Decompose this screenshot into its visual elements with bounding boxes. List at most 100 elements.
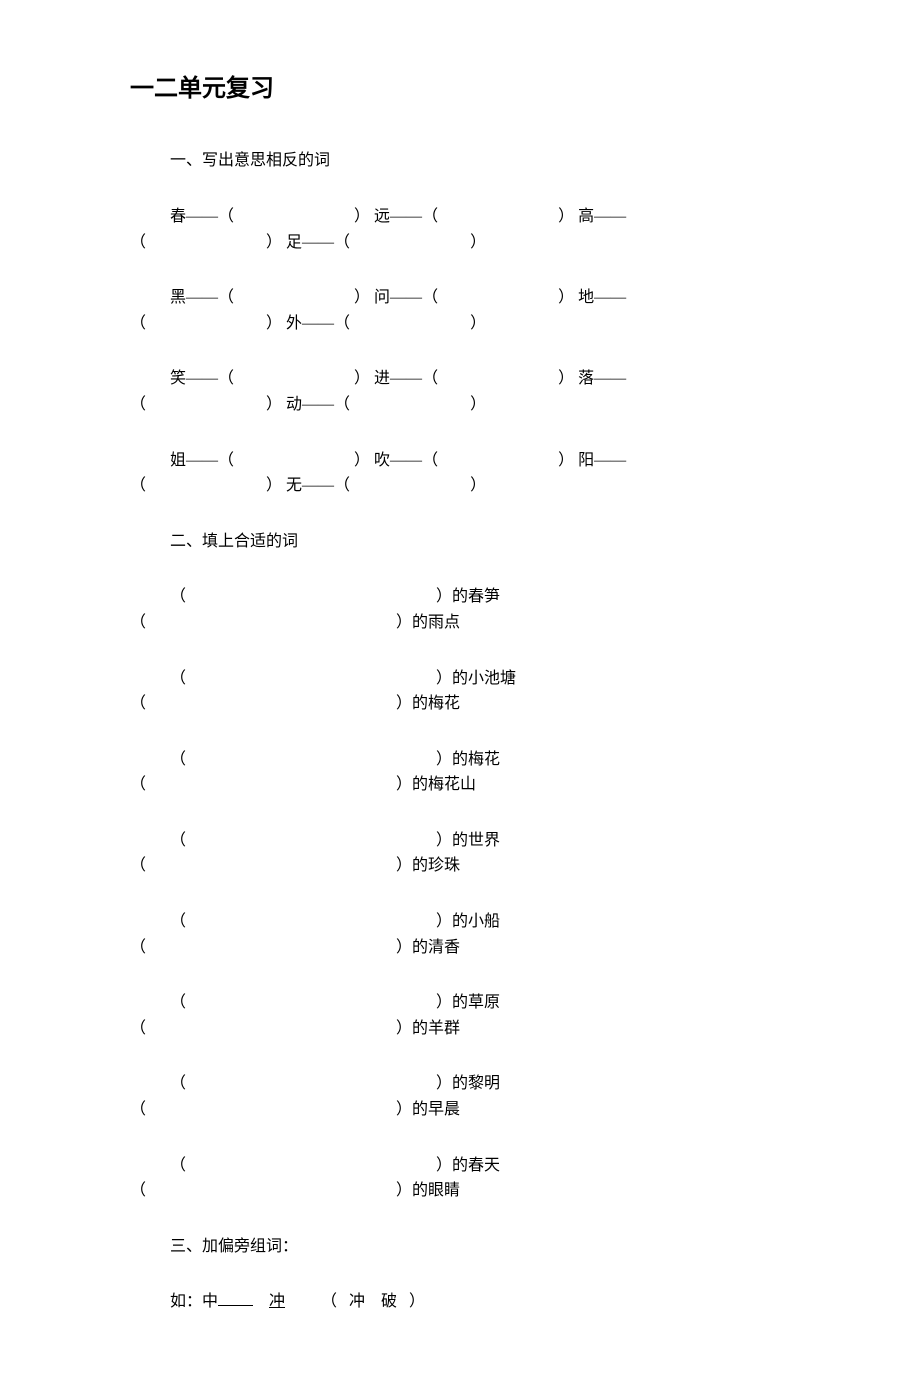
antonym-3d: 动——	[286, 396, 334, 413]
paren-close: ）	[436, 588, 452, 605]
paren-close: ）	[396, 939, 412, 956]
fill-pairs-container: （）的春笋（）的雨点（）的小池塘（）的梅花（）的梅花（）的梅花山（）的世界（）的…	[130, 584, 790, 1204]
antonym-row-4: 姐——（） 吹——（） 阳—— （） 无——（）	[170, 448, 790, 499]
fill-word-8b: 的眼睛	[412, 1182, 460, 1199]
paren-close: ）	[558, 208, 574, 225]
fill-word-6a: 的草原	[452, 994, 500, 1011]
example-answer: 冲	[257, 1289, 297, 1315]
fill-pair-6: （）的草原（）的羊群	[130, 990, 790, 1041]
antonym-1b: 远——	[374, 208, 422, 225]
paren-open: （	[130, 695, 146, 712]
section3-heading: 三、加偏旁组词：	[170, 1234, 790, 1260]
fill-word-4b: 的珍珠	[412, 857, 460, 874]
paren-close: ）	[266, 396, 282, 413]
fill-word-7a: 的黎明	[452, 1075, 500, 1092]
paren-open: （	[170, 1075, 186, 1092]
paren-open: （	[218, 208, 234, 225]
section2-heading: 二、填上合适的词	[170, 529, 790, 555]
antonym-3a: 笑——	[170, 370, 218, 387]
paren-open: （	[170, 994, 186, 1011]
paren-close: ）	[436, 832, 452, 849]
antonym-2a: 黑——	[170, 289, 218, 306]
antonym-3b: 进——	[374, 370, 422, 387]
antonym-4a: 姐——	[170, 452, 218, 469]
paren-close: ）	[436, 670, 452, 687]
paren-close: ）	[558, 370, 574, 387]
antonym-4d: 无——	[286, 477, 334, 494]
paren-close: ）	[396, 695, 412, 712]
paren-open: （	[334, 315, 350, 332]
paren-open: （	[334, 477, 350, 494]
paren-open: （	[422, 370, 438, 387]
fill-word-3a: 的梅花	[452, 751, 500, 768]
paren-open: （	[170, 588, 186, 605]
paren-close: ）	[558, 289, 574, 306]
fill-word-6b: 的羊群	[412, 1020, 460, 1037]
fill-pair-2: （）的小池塘（）的梅花	[130, 666, 790, 717]
fill-word-2b: 的梅花	[412, 695, 460, 712]
paren-open: （	[170, 751, 186, 768]
antonym-row-2: 黑——（） 问——（） 地—— （） 外——（）	[170, 285, 790, 336]
paren-open: （	[130, 1101, 146, 1118]
antonym-2b: 问——	[374, 289, 422, 306]
paren-close: ）	[436, 913, 452, 930]
paren-close: ）	[354, 452, 370, 469]
paren-open: （	[130, 776, 146, 793]
paren-open: （	[130, 1020, 146, 1037]
fill-word-5b: 的清香	[412, 939, 460, 956]
fill-word-2a: 的小池塘	[452, 670, 516, 687]
paren-close: ）	[470, 234, 486, 251]
paren-close: ）	[354, 370, 370, 387]
paren-close: ）	[436, 994, 452, 1011]
paren-open: （	[170, 913, 186, 930]
paren-open: （	[170, 670, 186, 687]
paren-close: ）	[396, 1182, 412, 1199]
paren-close: ）	[436, 1157, 452, 1174]
paren-open: （	[130, 315, 146, 332]
antonym-row-3: 笑——（） 进——（） 落—— （） 动——（）	[170, 366, 790, 417]
antonym-1c: 高——	[578, 208, 626, 225]
paren-close: ）	[396, 614, 412, 631]
fill-word-3b: 的梅花山	[412, 776, 476, 793]
paren-close: ）	[266, 234, 282, 251]
paren-open: （	[422, 452, 438, 469]
paren-close: ）	[436, 751, 452, 768]
antonym-2d: 外——	[286, 315, 334, 332]
example-line: 如：中 冲 （ 冲 破 ）	[170, 1289, 790, 1315]
paren-close: ）	[470, 396, 486, 413]
fill-pair-8: （）的春天（）的眼睛	[130, 1153, 790, 1204]
paren-open: （	[130, 939, 146, 956]
fill-word-1a: 的春笋	[452, 588, 500, 605]
section1-heading: 一、写出意思相反的词	[170, 148, 790, 174]
paren-open: （	[334, 396, 350, 413]
paren-open: （	[130, 477, 146, 494]
paren-close: ）	[470, 477, 486, 494]
paren-open: （	[218, 452, 234, 469]
paren-open: （	[218, 289, 234, 306]
paren-open: （	[170, 1157, 186, 1174]
paren-open: （	[218, 370, 234, 387]
antonym-row-1: 春——（） 远——（） 高—— （） 足——（）	[170, 204, 790, 255]
paren-open: （	[130, 1182, 146, 1199]
paren-open: （	[422, 208, 438, 225]
paren-close: ）	[266, 477, 282, 494]
paren-open: （	[130, 234, 146, 251]
antonym-1a: 春——	[170, 208, 218, 225]
paren-open: （	[170, 832, 186, 849]
antonym-4c: 阳——	[578, 452, 626, 469]
fill-pair-5: （）的小船（）的清香	[130, 909, 790, 960]
antonym-4b: 吹——	[374, 452, 422, 469]
fill-word-5a: 的小船	[452, 913, 500, 930]
paren-close: ）	[354, 208, 370, 225]
paren-open: （	[130, 614, 146, 631]
fill-pair-7: （）的黎明（）的早晨	[130, 1071, 790, 1122]
paren-close: ）	[266, 315, 282, 332]
paren-open: （	[334, 234, 350, 251]
fill-pair-4: （）的世界（）的珍珠	[130, 828, 790, 879]
paren-close: ）	[436, 1075, 452, 1092]
fill-word-4a: 的世界	[452, 832, 500, 849]
paren-close: ）	[470, 315, 486, 332]
paren-close: ）	[558, 452, 574, 469]
fill-word-1b: 的雨点	[412, 614, 460, 631]
fill-pair-1: （）的春笋（）的雨点	[130, 584, 790, 635]
